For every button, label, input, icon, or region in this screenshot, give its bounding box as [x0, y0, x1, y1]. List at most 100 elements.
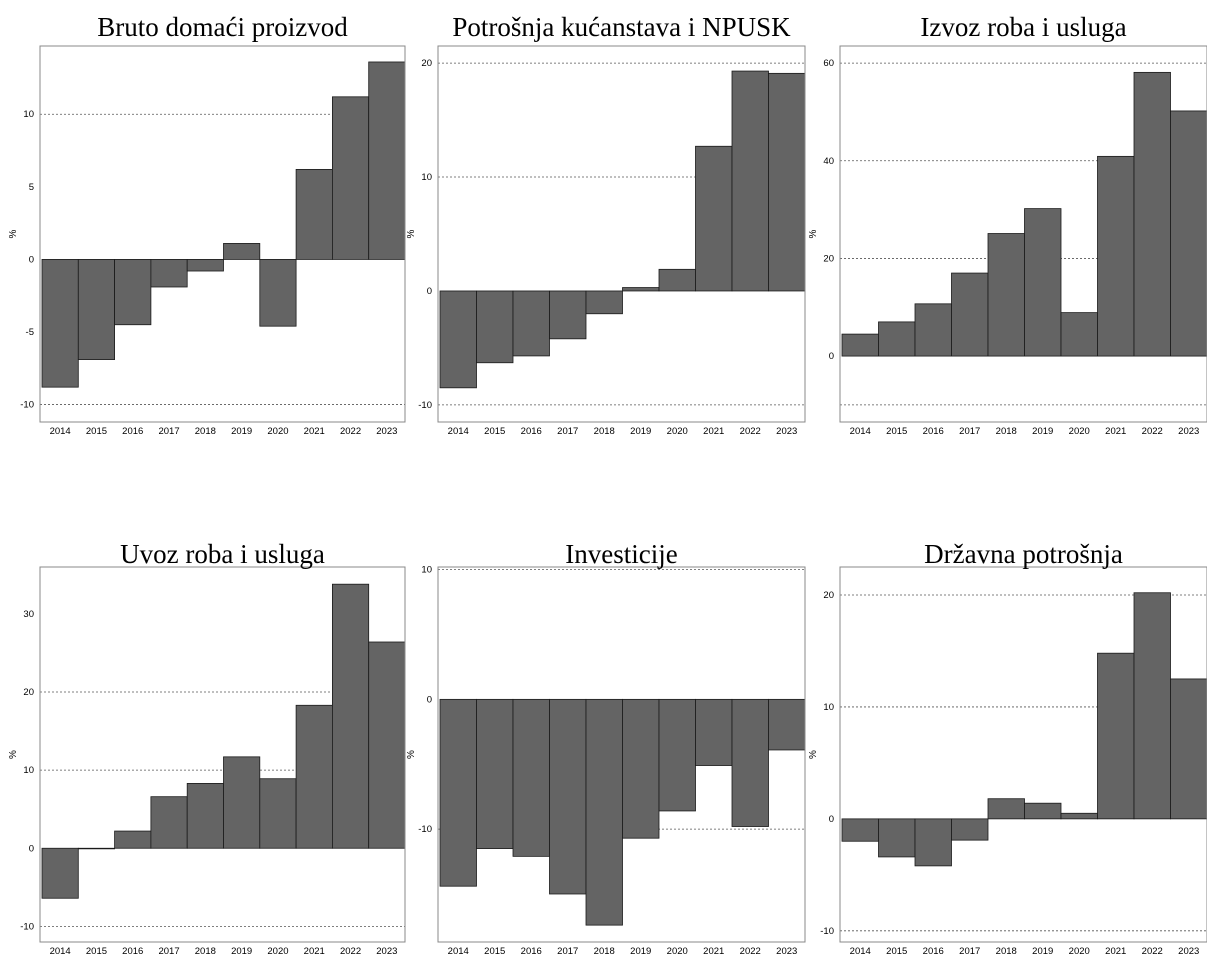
- x-tick-label: 2016: [122, 426, 143, 437]
- y-axis-label: %: [406, 750, 417, 759]
- x-tick-label: 2018: [594, 426, 615, 437]
- y-tick-label: 20: [823, 590, 834, 601]
- bar-2023: [1170, 678, 1207, 820]
- y-axis-label: %: [406, 229, 417, 238]
- x-tick-label: 2014: [448, 426, 469, 437]
- bar-2022: [731, 70, 769, 292]
- bar-2021: [695, 145, 733, 292]
- y-tick-label: -10: [20, 400, 34, 411]
- bar-2023: [368, 641, 406, 849]
- bar-2017: [150, 796, 188, 849]
- x-tick-label: 2020: [667, 946, 688, 955]
- bar-2019: [622, 698, 660, 839]
- x-tick-label: 2022: [340, 426, 361, 437]
- chart-title: Izvoz roba i usluga: [920, 12, 1126, 42]
- x-tick-label: 2015: [86, 946, 107, 955]
- x-tick-label: 2014: [850, 426, 871, 437]
- y-tick-label: 10: [23, 109, 34, 120]
- bar-2017: [951, 272, 989, 357]
- chart-panel-3: 0 20 40 60 2014 2015 2016 2017 2018 2019 2020 2021 2…: [808, 12, 1207, 437]
- x-tick-label: 2021: [703, 946, 724, 955]
- bar-2022: [1133, 592, 1171, 820]
- plot-frame: [437, 566, 806, 943]
- y-axis-label: %: [8, 750, 19, 759]
- y-tick-label: -10: [20, 921, 34, 932]
- bar-2019: [223, 243, 261, 260]
- y-tick-label: 0: [29, 254, 34, 265]
- y-tick-label: 60: [823, 58, 834, 69]
- x-tick-label: 2023: [776, 946, 797, 955]
- x-tick-label: 2018: [195, 426, 216, 437]
- bar-2023: [768, 698, 806, 751]
- x-tick-label: 2017: [158, 946, 179, 955]
- x-tick-label: 2022: [1142, 426, 1163, 437]
- y-tick-label: 30: [23, 609, 34, 620]
- chart-panel-1: -10 -5 0 5 10 2014 2015 2016 2017 2018 2019 2020 202…: [8, 12, 406, 437]
- bar-2021: [1097, 652, 1135, 820]
- bar-2020: [658, 698, 696, 812]
- y-tick-label: 40: [823, 156, 834, 167]
- bar-2023: [368, 61, 406, 260]
- y-tick-label: 20: [421, 58, 432, 69]
- x-tick-label: 2014: [50, 426, 71, 437]
- bar-2020: [1060, 312, 1098, 357]
- plot-frame: [39, 566, 406, 943]
- bar-2014: [439, 290, 477, 389]
- x-tick-label: 2015: [886, 426, 907, 437]
- y-tick-label: -10: [820, 926, 834, 937]
- y-tick-label: 20: [23, 687, 34, 698]
- x-tick-label: 2016: [122, 946, 143, 955]
- bar-2022: [331, 583, 370, 849]
- plot-frame: [839, 566, 1207, 943]
- x-tick-label: 2023: [1178, 946, 1199, 955]
- bar-2017: [549, 698, 587, 895]
- x-tick-label: 2019: [1032, 426, 1053, 437]
- x-tick-label: 2017: [959, 426, 980, 437]
- bar-2022: [1133, 71, 1171, 357]
- chart-panel-5: -10 0 10 2014 2015 2016 2017 2018 2019 2020 2021 20…: [406, 539, 806, 955]
- x-tick-label: 2016: [521, 946, 542, 955]
- bar-2017: [150, 259, 188, 288]
- bar-2017: [549, 290, 587, 340]
- x-tick-label: 2017: [959, 946, 980, 955]
- chart-title: Državna potrošnja: [924, 539, 1123, 569]
- x-tick-label: 2023: [376, 426, 397, 437]
- bar-2015: [476, 698, 514, 849]
- y-tick-label: -10: [418, 824, 432, 835]
- x-tick-label: 2022: [740, 946, 761, 955]
- bar-2021: [295, 168, 333, 260]
- x-tick-label: 2023: [376, 946, 397, 955]
- bar-2014: [41, 847, 79, 899]
- chart-title: Investicije: [565, 539, 677, 569]
- x-tick-label: 2021: [703, 426, 724, 437]
- chart-panel-2: -10 0 10 20 2014 2015 2016 2017 2018 2019 2020 2021…: [406, 12, 806, 437]
- bar-2014: [439, 698, 477, 887]
- bar-2020: [259, 259, 297, 327]
- bar-2019: [1024, 208, 1062, 357]
- x-tick-label: 2021: [1105, 946, 1126, 955]
- bar-2016: [512, 290, 550, 357]
- chart-panel-6: -10 0 10 20 2014 2015 2016 2017 2018 2019 2020 2021…: [808, 539, 1207, 955]
- x-tick-label: 2014: [50, 946, 71, 955]
- bar-2014: [841, 333, 879, 357]
- bar-2020: [1060, 812, 1098, 820]
- x-tick-label: 2015: [484, 946, 505, 955]
- bar-2015: [878, 321, 916, 357]
- x-tick-label: 2020: [667, 426, 688, 437]
- bar-2020: [658, 268, 696, 292]
- y-tick-label: 10: [823, 702, 834, 713]
- bar-2018: [186, 259, 224, 272]
- plot-frame: [437, 45, 806, 423]
- x-tick-label: 2016: [521, 426, 542, 437]
- chart-panel-4: -10 0 10 20 30 2014 2015 2016 2017 2018 2019 2020 20…: [8, 539, 406, 955]
- y-tick-label: 0: [427, 694, 432, 705]
- x-tick-label: 2021: [304, 426, 325, 437]
- bar-2023: [768, 72, 806, 292]
- x-tick-label: 2017: [557, 426, 578, 437]
- y-tick-label: 20: [823, 253, 834, 264]
- bar-2018: [186, 783, 224, 849]
- chart-title: Potrošnja kućanstava i NPUSK: [452, 12, 791, 42]
- x-tick-label: 2015: [86, 426, 107, 437]
- x-tick-label: 2019: [1032, 946, 1053, 955]
- bar-2015: [878, 818, 916, 858]
